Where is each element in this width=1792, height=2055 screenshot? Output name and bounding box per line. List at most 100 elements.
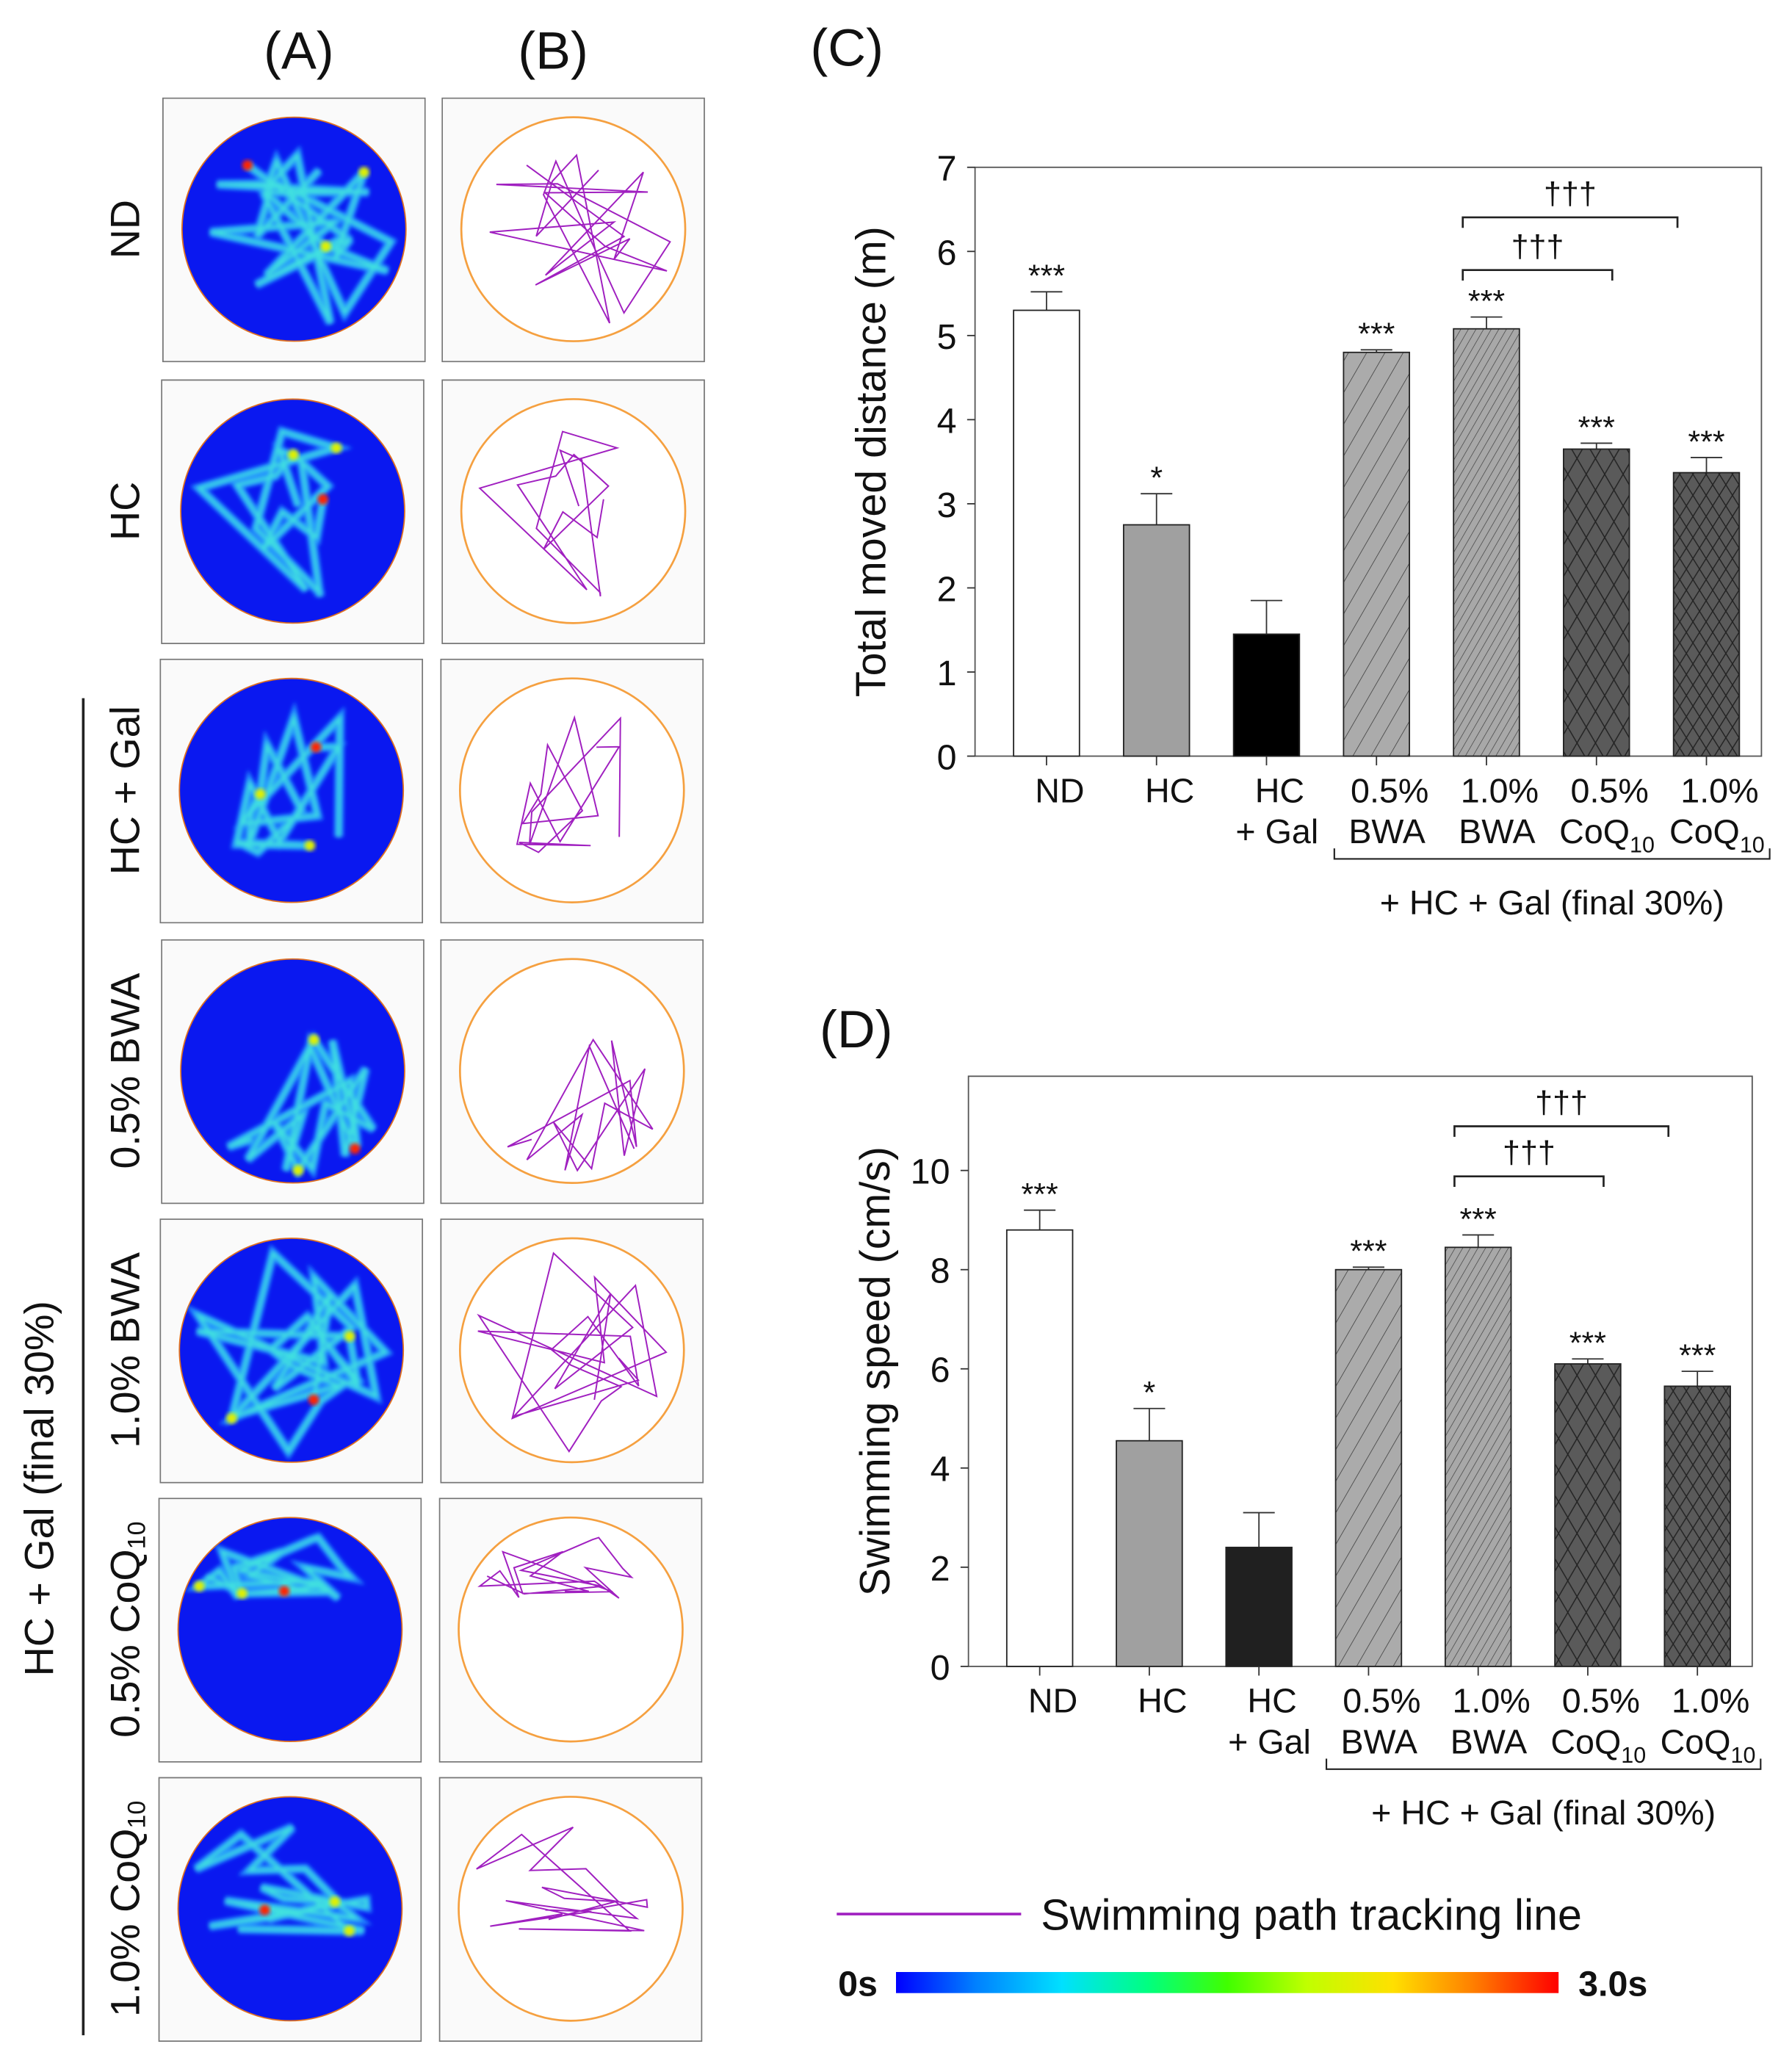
row-label: HC (102, 482, 148, 541)
path-tracking-panel (440, 939, 704, 1205)
bar (1225, 1546, 1293, 1667)
swim-path (476, 1826, 648, 1932)
significance-label: *** (1022, 1177, 1058, 1213)
x-tick-label-text: BWA (1348, 812, 1425, 850)
y-tick-label: 1 (937, 654, 957, 693)
bar (1563, 448, 1630, 757)
comparison-bracket (1453, 1175, 1605, 1188)
x-tick-label: 0.5% (1562, 1682, 1640, 1720)
colorbar-min-label: 0s (838, 1964, 878, 2004)
row-label: 1.0% BWA (102, 1252, 148, 1448)
path-tracking-panel (441, 97, 705, 363)
row-label-subscript: 10 (123, 1521, 151, 1549)
swim-path (516, 715, 621, 853)
significance-label: *** (1358, 317, 1395, 352)
comparison-label: ††† (1511, 229, 1564, 264)
bar (1444, 1246, 1512, 1667)
significance-label: *** (1468, 283, 1505, 319)
y-tick-label: 5 (937, 317, 957, 357)
y-tick-label: 7 (937, 149, 957, 189)
colorbar-max-label: 3.0s (1578, 1964, 1647, 2004)
x-tick-label-line2: CoQ10 (1661, 1722, 1756, 1768)
heatmap-panel (158, 1498, 422, 1763)
y-tick-label: 0 (931, 1648, 950, 1688)
x-tick-label-line2: BWA (1450, 1722, 1527, 1760)
bar (1663, 1385, 1731, 1667)
x-tick-label-text: CoQ (1669, 812, 1740, 850)
x-tick-label: 0.5% (1343, 1682, 1420, 1720)
significance-label: * (1144, 1376, 1156, 1411)
y-tick-label: 6 (931, 1351, 950, 1390)
path-tracking-panel (440, 1218, 704, 1484)
y-tick-label: 0 (937, 737, 957, 777)
bar (1232, 633, 1301, 757)
heatmap-image (209, 145, 398, 325)
x-tick-label: 0.5% (1351, 771, 1428, 809)
panel-label-d: (D) (820, 1000, 893, 1059)
heatmap-image (225, 1030, 377, 1180)
x-tick-label-text: BWA (1450, 1722, 1527, 1760)
heatmap-image (189, 425, 353, 597)
x-tick-label-subscript: 10 (1621, 1743, 1646, 1768)
arena-heatmap (180, 398, 405, 624)
x-tick-label-line2: CoQ10 (1559, 812, 1655, 858)
x-tick-label: HC (1138, 1682, 1187, 1720)
x-tick-label-text: CoQ (1661, 1722, 1731, 1760)
y-tick-label: 10 (911, 1152, 950, 1192)
path-tracking-panel (438, 1498, 703, 1763)
bar (1343, 351, 1410, 757)
heatmap-panel (158, 1777, 422, 2043)
heatmap-panel (159, 658, 424, 924)
x-tick-label-line2: CoQ10 (1669, 812, 1765, 858)
path-tracking-panel (438, 1777, 703, 2043)
significance-label: *** (1028, 259, 1065, 294)
x-tick-label-subscript: 10 (1630, 832, 1655, 857)
arena-outline (458, 1516, 684, 1743)
x-tick-label: 1.0% (1452, 1682, 1530, 1720)
x-tick-label-text: BWA (1459, 812, 1535, 850)
y-tick-label: 8 (931, 1252, 950, 1291)
comparison-label: ††† (1544, 176, 1597, 212)
bar (1116, 1440, 1183, 1667)
bar (1013, 309, 1080, 757)
x-tick-label-text: + Gal (1235, 812, 1318, 850)
heatmap-panel (162, 97, 426, 363)
heatmap-panel (161, 939, 424, 1205)
heatmap-image (185, 1244, 394, 1460)
x-tick-label-line2: CoQ10 (1550, 1722, 1646, 1768)
comparison-bracket (1453, 1125, 1670, 1137)
path-tracking-panel (440, 658, 704, 924)
colorbar (896, 1972, 1559, 1993)
group-bracket-label: + HC + Gal (final 30%) (1371, 1794, 1716, 1832)
row-label-text: 0.5% CoQ (102, 1549, 148, 1737)
arena-outline (458, 1237, 685, 1464)
x-tick-label-line2: BWA (1341, 1722, 1417, 1760)
heatmap-image (184, 1532, 366, 1603)
y-tick-label: 4 (931, 1450, 950, 1489)
significance-label: *** (1460, 1202, 1497, 1237)
group-bracket (1333, 848, 1771, 860)
bar (1334, 1268, 1403, 1667)
bar (1122, 524, 1191, 757)
heatmap-panel (159, 1218, 424, 1484)
significance-label: *** (1679, 1338, 1716, 1373)
bar (1554, 1363, 1622, 1667)
x-tick-label-text: CoQ (1550, 1722, 1621, 1760)
y-tick-label: 2 (931, 1549, 950, 1589)
y-axis-label: Total moved distance (m) (848, 226, 895, 697)
heatmap-image (231, 701, 347, 859)
comparison-bracket (1462, 216, 1679, 228)
comparison-label: ††† (1503, 1135, 1556, 1171)
arena-outline (458, 958, 685, 1184)
significance-label: * (1150, 461, 1163, 496)
significance-label: *** (1688, 425, 1724, 460)
group-bracket (1325, 1758, 1762, 1770)
path-legend-label: Swimming path tracking line (1041, 1890, 1582, 1940)
row-label: ND (102, 200, 148, 259)
x-tick-label-line2: BWA (1459, 812, 1535, 850)
x-tick-label-line2: BWA (1348, 812, 1425, 850)
panel-label-b: (B) (518, 21, 588, 80)
x-tick-label: 1.0% (1672, 1682, 1749, 1720)
x-tick-label-line2: + Gal (1228, 1722, 1311, 1760)
